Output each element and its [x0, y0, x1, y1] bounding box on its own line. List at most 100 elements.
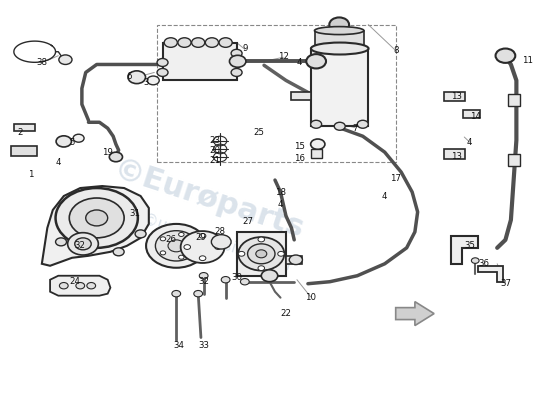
Circle shape	[56, 238, 67, 246]
Text: 4: 4	[467, 138, 472, 147]
Circle shape	[164, 38, 177, 47]
Text: 15: 15	[294, 142, 305, 151]
Circle shape	[76, 282, 85, 289]
Circle shape	[258, 237, 265, 242]
Text: 9: 9	[242, 44, 248, 53]
Text: 17: 17	[390, 174, 401, 182]
Text: 6: 6	[127, 72, 133, 81]
Circle shape	[68, 233, 98, 255]
Text: 35: 35	[464, 241, 475, 250]
Circle shape	[496, 48, 515, 63]
Text: 37: 37	[500, 279, 511, 288]
Bar	[508, 154, 520, 166]
Bar	[286, 256, 302, 264]
Circle shape	[278, 252, 284, 256]
Circle shape	[56, 188, 138, 248]
Ellipse shape	[315, 27, 364, 34]
Circle shape	[240, 278, 249, 285]
Circle shape	[147, 76, 160, 85]
Circle shape	[86, 210, 108, 226]
Bar	[157, 25, 395, 162]
Circle shape	[211, 235, 231, 249]
Circle shape	[258, 266, 265, 270]
Text: 32: 32	[198, 277, 209, 286]
Circle shape	[231, 58, 242, 66]
Text: 31: 31	[130, 210, 141, 218]
Circle shape	[229, 55, 246, 67]
Bar	[444, 92, 465, 101]
Circle shape	[59, 55, 72, 64]
Bar	[163, 42, 236, 80]
Text: 36: 36	[478, 259, 489, 268]
Polygon shape	[395, 302, 434, 326]
Text: 11: 11	[522, 56, 533, 65]
Circle shape	[157, 68, 168, 76]
Text: 20: 20	[209, 146, 220, 155]
Circle shape	[194, 290, 202, 297]
Text: 4: 4	[278, 200, 283, 209]
Text: 13: 13	[450, 152, 461, 161]
Circle shape	[172, 290, 180, 297]
Bar	[14, 124, 35, 132]
Text: 26: 26	[165, 235, 176, 244]
Text: 2: 2	[17, 128, 23, 137]
Circle shape	[311, 139, 325, 149]
Text: 27: 27	[242, 218, 253, 226]
Text: 4: 4	[297, 58, 302, 67]
Circle shape	[219, 38, 232, 47]
Circle shape	[156, 231, 197, 261]
Circle shape	[75, 238, 91, 250]
Circle shape	[231, 68, 242, 76]
Circle shape	[231, 49, 242, 57]
Text: ©Eurøparts: ©Eurøparts	[110, 156, 309, 244]
Circle shape	[329, 18, 349, 32]
Circle shape	[261, 270, 278, 282]
Circle shape	[59, 282, 68, 289]
Bar	[315, 30, 364, 44]
Ellipse shape	[311, 42, 368, 54]
Text: 5: 5	[69, 138, 75, 147]
Circle shape	[199, 234, 206, 238]
Text: 16: 16	[294, 154, 305, 163]
Circle shape	[87, 282, 96, 289]
Circle shape	[199, 256, 206, 260]
Circle shape	[311, 120, 322, 128]
Text: 10: 10	[305, 293, 316, 302]
Bar	[508, 94, 520, 106]
Circle shape	[221, 276, 230, 283]
Circle shape	[248, 244, 275, 264]
Circle shape	[256, 250, 267, 258]
Circle shape	[190, 244, 195, 248]
Text: 14: 14	[470, 112, 481, 121]
Circle shape	[358, 120, 368, 128]
Text: 38: 38	[36, 58, 47, 67]
Text: 24: 24	[69, 277, 80, 286]
Circle shape	[199, 272, 208, 279]
Text: 12: 12	[278, 52, 289, 61]
Text: 19: 19	[102, 148, 113, 157]
Text: 21: 21	[209, 156, 220, 165]
Circle shape	[135, 230, 146, 238]
Circle shape	[168, 240, 184, 252]
Circle shape	[69, 198, 124, 238]
Circle shape	[56, 136, 72, 147]
Text: 18: 18	[275, 188, 286, 196]
Text: 32: 32	[75, 241, 86, 250]
Bar	[292, 92, 311, 100]
Circle shape	[471, 258, 479, 263]
Bar	[10, 146, 37, 156]
Text: 7: 7	[352, 124, 358, 133]
Text: 34: 34	[173, 341, 184, 350]
Circle shape	[306, 54, 326, 68]
Circle shape	[179, 255, 184, 259]
Circle shape	[214, 245, 221, 250]
Text: 4: 4	[382, 192, 387, 200]
Circle shape	[160, 251, 166, 255]
Bar	[444, 149, 465, 159]
Circle shape	[178, 38, 191, 47]
Polygon shape	[50, 276, 111, 296]
Circle shape	[128, 71, 146, 84]
Text: 3: 3	[144, 78, 149, 87]
Circle shape	[160, 237, 166, 241]
Text: 22: 22	[280, 309, 292, 318]
